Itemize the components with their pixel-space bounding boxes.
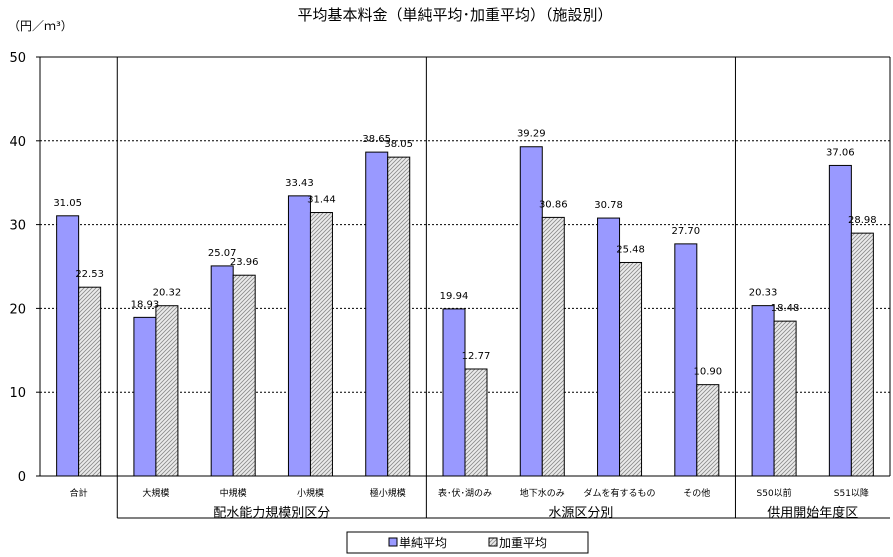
x-tick-label: その他 xyxy=(683,487,710,499)
data-label: 22.53 xyxy=(75,269,104,280)
data-label: 12.77 xyxy=(462,351,491,362)
legend-swatch-weighted-average xyxy=(488,537,498,547)
legend-box xyxy=(346,531,589,554)
bar-weighted-average xyxy=(155,305,179,477)
y-tick-label: 0 xyxy=(18,470,26,485)
unit-label: （円／ｍ³） xyxy=(8,19,73,33)
bar-weighted-average xyxy=(232,274,256,477)
data-label: 38.05 xyxy=(384,139,413,150)
data-label: 23.96 xyxy=(230,257,259,268)
bar-simple-average xyxy=(210,265,234,477)
data-label: 18.48 xyxy=(771,303,800,314)
bar-simple-average xyxy=(674,243,698,477)
data-label: 19.94 xyxy=(440,291,469,302)
data-label: 37.06 xyxy=(826,147,855,158)
x-tick-label: S51以降 xyxy=(834,487,869,499)
x-tick-label: 大規模 xyxy=(142,487,169,499)
data-label: 25.48 xyxy=(616,244,645,255)
x-tick-label: 中規模 xyxy=(220,487,247,499)
bar-simple-average xyxy=(597,217,621,477)
bar-weighted-average xyxy=(773,320,797,477)
data-label: 28.98 xyxy=(848,215,877,226)
data-label: 38.65 xyxy=(362,134,391,145)
y-tick-label: 40 xyxy=(9,135,26,150)
bar-weighted-average xyxy=(619,261,643,477)
data-label: 20.32 xyxy=(153,288,182,299)
x-tick-label: 極小規模 xyxy=(370,487,406,499)
group-label: 供用開始年度区 xyxy=(767,505,858,521)
data-label: 18.93 xyxy=(131,299,160,310)
y-tick-label: 30 xyxy=(9,219,26,234)
data-label: 31.05 xyxy=(53,198,82,209)
x-tick-label: 表･伏･湖のみ xyxy=(438,487,492,499)
data-label: 20.33 xyxy=(749,288,778,299)
data-label: 10.90 xyxy=(693,367,722,378)
data-label: 30.86 xyxy=(539,199,568,210)
bar-weighted-average xyxy=(541,216,565,477)
bar-simple-average xyxy=(442,308,466,477)
bar-simple-average xyxy=(519,146,543,477)
x-tick-label: ダムを有するもの xyxy=(584,487,656,499)
data-label: 27.70 xyxy=(671,226,700,237)
legend-label: 単純平均 xyxy=(399,536,447,550)
legend-swatch-simple-average xyxy=(388,537,398,547)
legend-label: 加重平均 xyxy=(499,536,547,550)
y-tick-label: 10 xyxy=(9,386,26,401)
x-tick-label: 合計 xyxy=(70,487,88,499)
bar-weighted-average xyxy=(850,232,874,477)
data-label: 30.78 xyxy=(594,200,623,211)
bar-simple-average xyxy=(287,195,311,477)
data-label: 25.07 xyxy=(208,248,237,259)
x-tick-label: 地下水のみ xyxy=(520,487,565,499)
data-label: 31.44 xyxy=(307,195,336,206)
x-tick-label: S50以前 xyxy=(757,487,792,499)
group-label: 配水能力規模別区分 xyxy=(213,506,330,521)
data-label: 33.43 xyxy=(285,178,314,189)
bar-weighted-average xyxy=(696,384,720,477)
bar-weighted-average xyxy=(464,368,488,477)
group-label: 水源区分別 xyxy=(548,506,613,521)
x-tick-label: 小規模 xyxy=(297,488,324,499)
bar-simple-average xyxy=(133,316,157,477)
data-label: 39.29 xyxy=(517,129,546,140)
chart-title: 平均基本料金（単純平均･加重平均）（施設別） xyxy=(297,6,612,24)
y-tick-label: 50 xyxy=(9,51,26,66)
y-tick-label: 20 xyxy=(9,302,26,317)
bar-simple-average xyxy=(751,305,775,477)
bar-weighted-average xyxy=(309,212,333,477)
bar-weighted-average xyxy=(387,156,411,477)
bar-weighted-average xyxy=(78,286,102,477)
bar-simple-average xyxy=(365,151,389,477)
bar-simple-average xyxy=(56,215,80,477)
bar-simple-average xyxy=(828,164,852,477)
